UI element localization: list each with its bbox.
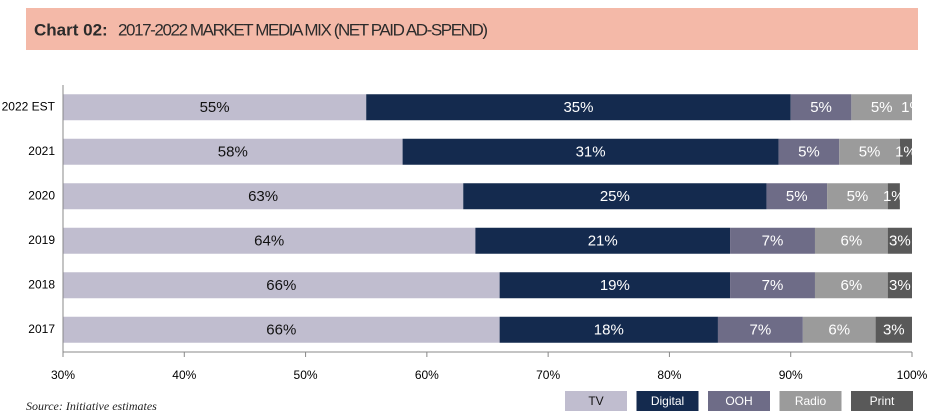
data-label: 5% xyxy=(859,144,881,161)
y-tick-label: 2022 EST xyxy=(2,99,56,113)
data-label: 19% xyxy=(600,277,630,294)
title-banner xyxy=(26,8,918,50)
data-label: 55% xyxy=(200,99,230,116)
data-label: 21% xyxy=(588,233,618,250)
data-label: 6% xyxy=(841,277,863,294)
bar-segment xyxy=(730,272,815,299)
data-label: 1% xyxy=(895,144,917,161)
data-label: 5% xyxy=(798,144,820,161)
y-tick-label: 2019 xyxy=(28,233,55,247)
chart-title-prefix: Chart 02: xyxy=(34,20,108,39)
x-tick-label: 80% xyxy=(657,368,681,382)
bar-segment xyxy=(827,183,888,210)
bar-segment xyxy=(463,183,767,210)
bar-segment xyxy=(499,316,718,343)
bar-segment xyxy=(766,183,828,210)
bar-segment xyxy=(730,227,815,254)
legend-swatch xyxy=(565,391,627,411)
bar-segment xyxy=(887,183,900,210)
data-label: 5% xyxy=(810,99,832,116)
data-label: 3% xyxy=(889,233,911,250)
data-label: 7% xyxy=(762,233,784,250)
chart-title: 2017-2022 MARKET MEDIA MIX (NET PAID AD-… xyxy=(118,20,488,39)
x-tick-label: 50% xyxy=(294,368,318,382)
bar-segment xyxy=(839,138,900,165)
bar-segment xyxy=(63,272,500,299)
data-label: 58% xyxy=(218,144,248,161)
bar-segment xyxy=(912,94,924,120)
bar-segment xyxy=(778,138,840,165)
bar-segment xyxy=(802,316,876,343)
x-tick-label: 30% xyxy=(51,368,75,382)
data-label: 5% xyxy=(871,99,893,116)
x-tick-label: 90% xyxy=(779,368,803,382)
bar-segment xyxy=(63,94,367,121)
data-label: 6% xyxy=(828,322,850,339)
source-note: Source: Initiative estimates xyxy=(26,399,157,413)
legend-swatch xyxy=(708,391,770,411)
legend-swatch xyxy=(636,391,699,411)
legend-swatch xyxy=(779,391,842,411)
data-label: 31% xyxy=(576,144,606,161)
bar-segment xyxy=(63,183,464,210)
data-label: 5% xyxy=(786,188,808,205)
data-label: 1% xyxy=(901,99,923,116)
data-label: 6% xyxy=(841,233,863,250)
bar-segment xyxy=(814,272,888,299)
x-tick-label: 70% xyxy=(536,368,560,382)
plot-area: 55% 35% 5% 5% 1% 58% 31% 5% 5% 1% 63% 25% 5% 5% 1% 64% 2… xyxy=(63,94,924,343)
legend-label: Digital xyxy=(651,394,684,408)
legend-label: Print xyxy=(870,394,895,408)
data-label: 66% xyxy=(266,277,296,294)
bar-segment xyxy=(717,316,803,343)
legend-label: TV xyxy=(588,394,603,408)
data-label: 3% xyxy=(889,277,911,294)
x-tick-label: 100% xyxy=(897,368,928,382)
y-tick-label: 2018 xyxy=(28,277,55,291)
data-label: 5% xyxy=(847,188,869,205)
data-label: 7% xyxy=(750,322,772,339)
data-label: 25% xyxy=(600,188,630,205)
bar-segment xyxy=(499,272,731,299)
y-tick-label: 2020 xyxy=(28,188,55,202)
data-label: 64% xyxy=(254,233,284,250)
data-label: 35% xyxy=(563,99,593,116)
bar-segment xyxy=(899,138,912,165)
legend-label: OOH xyxy=(725,394,752,408)
legend-swatch xyxy=(851,391,913,411)
bar-segment xyxy=(887,227,912,254)
data-label: 3% xyxy=(883,322,905,339)
data-label: 7% xyxy=(762,277,784,294)
x-tick-label: 40% xyxy=(172,368,196,382)
y-tick-label: 2021 xyxy=(28,144,55,158)
bar-segment xyxy=(887,272,912,299)
bar-segment xyxy=(475,227,731,254)
bar-segment xyxy=(63,316,500,343)
data-label: 18% xyxy=(594,322,624,339)
bar-segment xyxy=(851,94,912,121)
x-tick-label: 60% xyxy=(415,368,439,382)
bar-segment xyxy=(790,94,852,121)
y-tick-label: 2017 xyxy=(28,322,55,336)
data-label: 66% xyxy=(266,322,296,339)
legend-label: Radio xyxy=(795,394,827,408)
data-label: 1% xyxy=(883,188,905,205)
bar-segment xyxy=(63,227,476,254)
bar-segment xyxy=(63,138,403,165)
data-label: 63% xyxy=(248,188,278,205)
bar-segment xyxy=(875,316,912,343)
bar-segment xyxy=(814,227,888,254)
bar-segment xyxy=(366,94,791,121)
bar-segment xyxy=(402,138,779,165)
